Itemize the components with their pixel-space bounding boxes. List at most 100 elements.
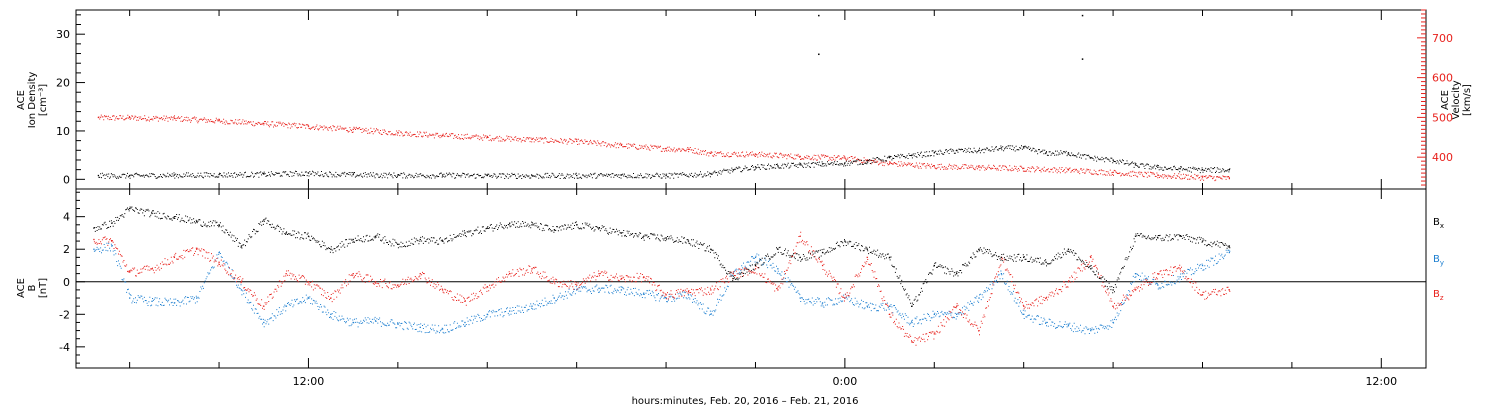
- data-point: [821, 302, 824, 304]
- data-point: [509, 222, 511, 224]
- data-point: [240, 281, 243, 283]
- data-point: [263, 219, 265, 221]
- data-point: [665, 174, 667, 177]
- data-point: [330, 313, 332, 315]
- data-point: [821, 264, 824, 267]
- outlier-point: [1081, 58, 1084, 60]
- data-point: [196, 297, 198, 299]
- data-point: [263, 122, 265, 125]
- data-point: [173, 174, 176, 176]
- legend-label-by: By: [1433, 254, 1444, 267]
- legend-label-bx: Bx: [1433, 217, 1444, 230]
- data-point: [754, 256, 757, 259]
- data-point: [464, 300, 466, 302]
- velocity-tick-label: 700: [1432, 32, 1453, 45]
- data-point: [397, 174, 399, 176]
- data-point: [1045, 297, 1047, 299]
- data-point: [754, 166, 757, 168]
- data-point: [1067, 325, 1070, 327]
- data-point: [1000, 147, 1003, 149]
- data-point: [866, 256, 868, 259]
- data-point: [1201, 169, 1204, 171]
- series-bx: [93, 206, 1231, 307]
- data-point: [531, 224, 533, 226]
- data-point: [643, 235, 645, 237]
- data-point: [509, 310, 511, 312]
- data-point: [665, 237, 667, 239]
- data-point: [777, 268, 779, 270]
- series-ion-density: [97, 145, 1231, 179]
- velocity-tick-label: 400: [1432, 151, 1453, 164]
- data-trace: [93, 242, 1231, 335]
- data-point: [1201, 264, 1204, 267]
- data-point: [687, 148, 690, 150]
- data-point: [486, 286, 488, 288]
- data-point: [754, 264, 757, 267]
- data-point: [531, 268, 533, 270]
- data-point: [1228, 177, 1231, 179]
- data-point: [1228, 169, 1231, 171]
- data-point: [240, 289, 243, 291]
- data-point: [933, 313, 935, 315]
- data-point: [620, 277, 623, 280]
- data-point: [866, 305, 868, 307]
- data-point: [1112, 321, 1114, 324]
- data-point: [441, 289, 444, 291]
- data-point: [1134, 164, 1137, 166]
- outlier-point: [818, 14, 820, 17]
- time-axis: 12:00 0:00 12:00: [129, 10, 1397, 388]
- data-point: [933, 264, 935, 267]
- data-point: [129, 116, 131, 119]
- data-point: [576, 284, 578, 286]
- data-point: [240, 245, 243, 247]
- data-point: [419, 326, 421, 329]
- data-point: [754, 153, 757, 155]
- b-tick-label: -2: [59, 308, 70, 321]
- axis-label-line: [km/s]: [1462, 84, 1473, 116]
- data-point: [1023, 305, 1025, 307]
- time-tick-label: 12:00: [1365, 375, 1397, 388]
- data-point: [576, 174, 578, 177]
- data-point: [754, 268, 757, 270]
- data-point: [441, 328, 444, 330]
- axis-label-line: Velocity: [1451, 80, 1462, 119]
- data-point: [732, 273, 734, 275]
- plasma-data: [97, 14, 1231, 182]
- velocity-tick-label: 600: [1432, 72, 1453, 85]
- data-point: [97, 174, 100, 177]
- series-bz: [93, 231, 1231, 346]
- density-tick-label: 0: [63, 173, 70, 186]
- data-trace: [98, 114, 1230, 182]
- outlier-point: [818, 53, 820, 56]
- data-point: [1201, 240, 1204, 242]
- legend-label-bz: Bz: [1433, 289, 1444, 302]
- b-tick-label: 2: [63, 243, 70, 256]
- data-point: [285, 232, 287, 234]
- data-point: [888, 162, 891, 164]
- data-point: [687, 290, 690, 293]
- data-point: [1112, 171, 1114, 173]
- data-point: [129, 297, 131, 299]
- data-point: [1179, 168, 1181, 170]
- data-point: [218, 173, 220, 176]
- data-point: [553, 281, 556, 283]
- data-point: [196, 220, 198, 223]
- data-point: [1023, 313, 1025, 315]
- density-tick-label: 10: [56, 125, 70, 138]
- data-point: [330, 248, 332, 250]
- component-legend: Bx By Bz: [1433, 217, 1444, 302]
- data-point: [1134, 273, 1137, 275]
- data-point: [777, 165, 779, 167]
- magnetic-field-data: [93, 206, 1231, 346]
- data-point: [464, 321, 466, 324]
- data-point: [1023, 256, 1025, 259]
- data-point: [956, 313, 958, 315]
- data-point: [441, 174, 444, 176]
- data-point: [1090, 256, 1092, 259]
- data-point: [397, 131, 399, 134]
- data-point: [93, 227, 95, 229]
- data-point: [799, 297, 801, 299]
- plasma-panel-frame: [75, 9, 1427, 190]
- axis-label-line: [cm⁻³]: [38, 84, 49, 116]
- data-point: [173, 117, 176, 119]
